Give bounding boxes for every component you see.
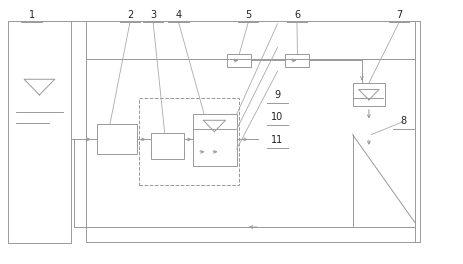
Text: 1: 1 (28, 10, 35, 20)
Bar (86, 21, 419, 242)
Text: 9: 9 (274, 90, 280, 100)
Text: 5: 5 (244, 10, 251, 20)
Bar (139, 98, 238, 185)
Text: 6: 6 (293, 10, 300, 20)
Bar (97, 124, 137, 154)
Bar (227, 54, 251, 67)
Text: 7: 7 (395, 10, 401, 20)
Bar (352, 83, 384, 106)
Bar (150, 133, 184, 159)
Text: 2: 2 (126, 10, 133, 20)
Text: 11: 11 (271, 135, 283, 145)
Text: 10: 10 (271, 112, 283, 122)
Bar (192, 114, 236, 166)
Bar (8, 21, 71, 243)
Bar (285, 54, 309, 67)
Text: 8: 8 (400, 116, 406, 126)
Text: 4: 4 (175, 10, 181, 20)
Text: 3: 3 (150, 10, 156, 20)
